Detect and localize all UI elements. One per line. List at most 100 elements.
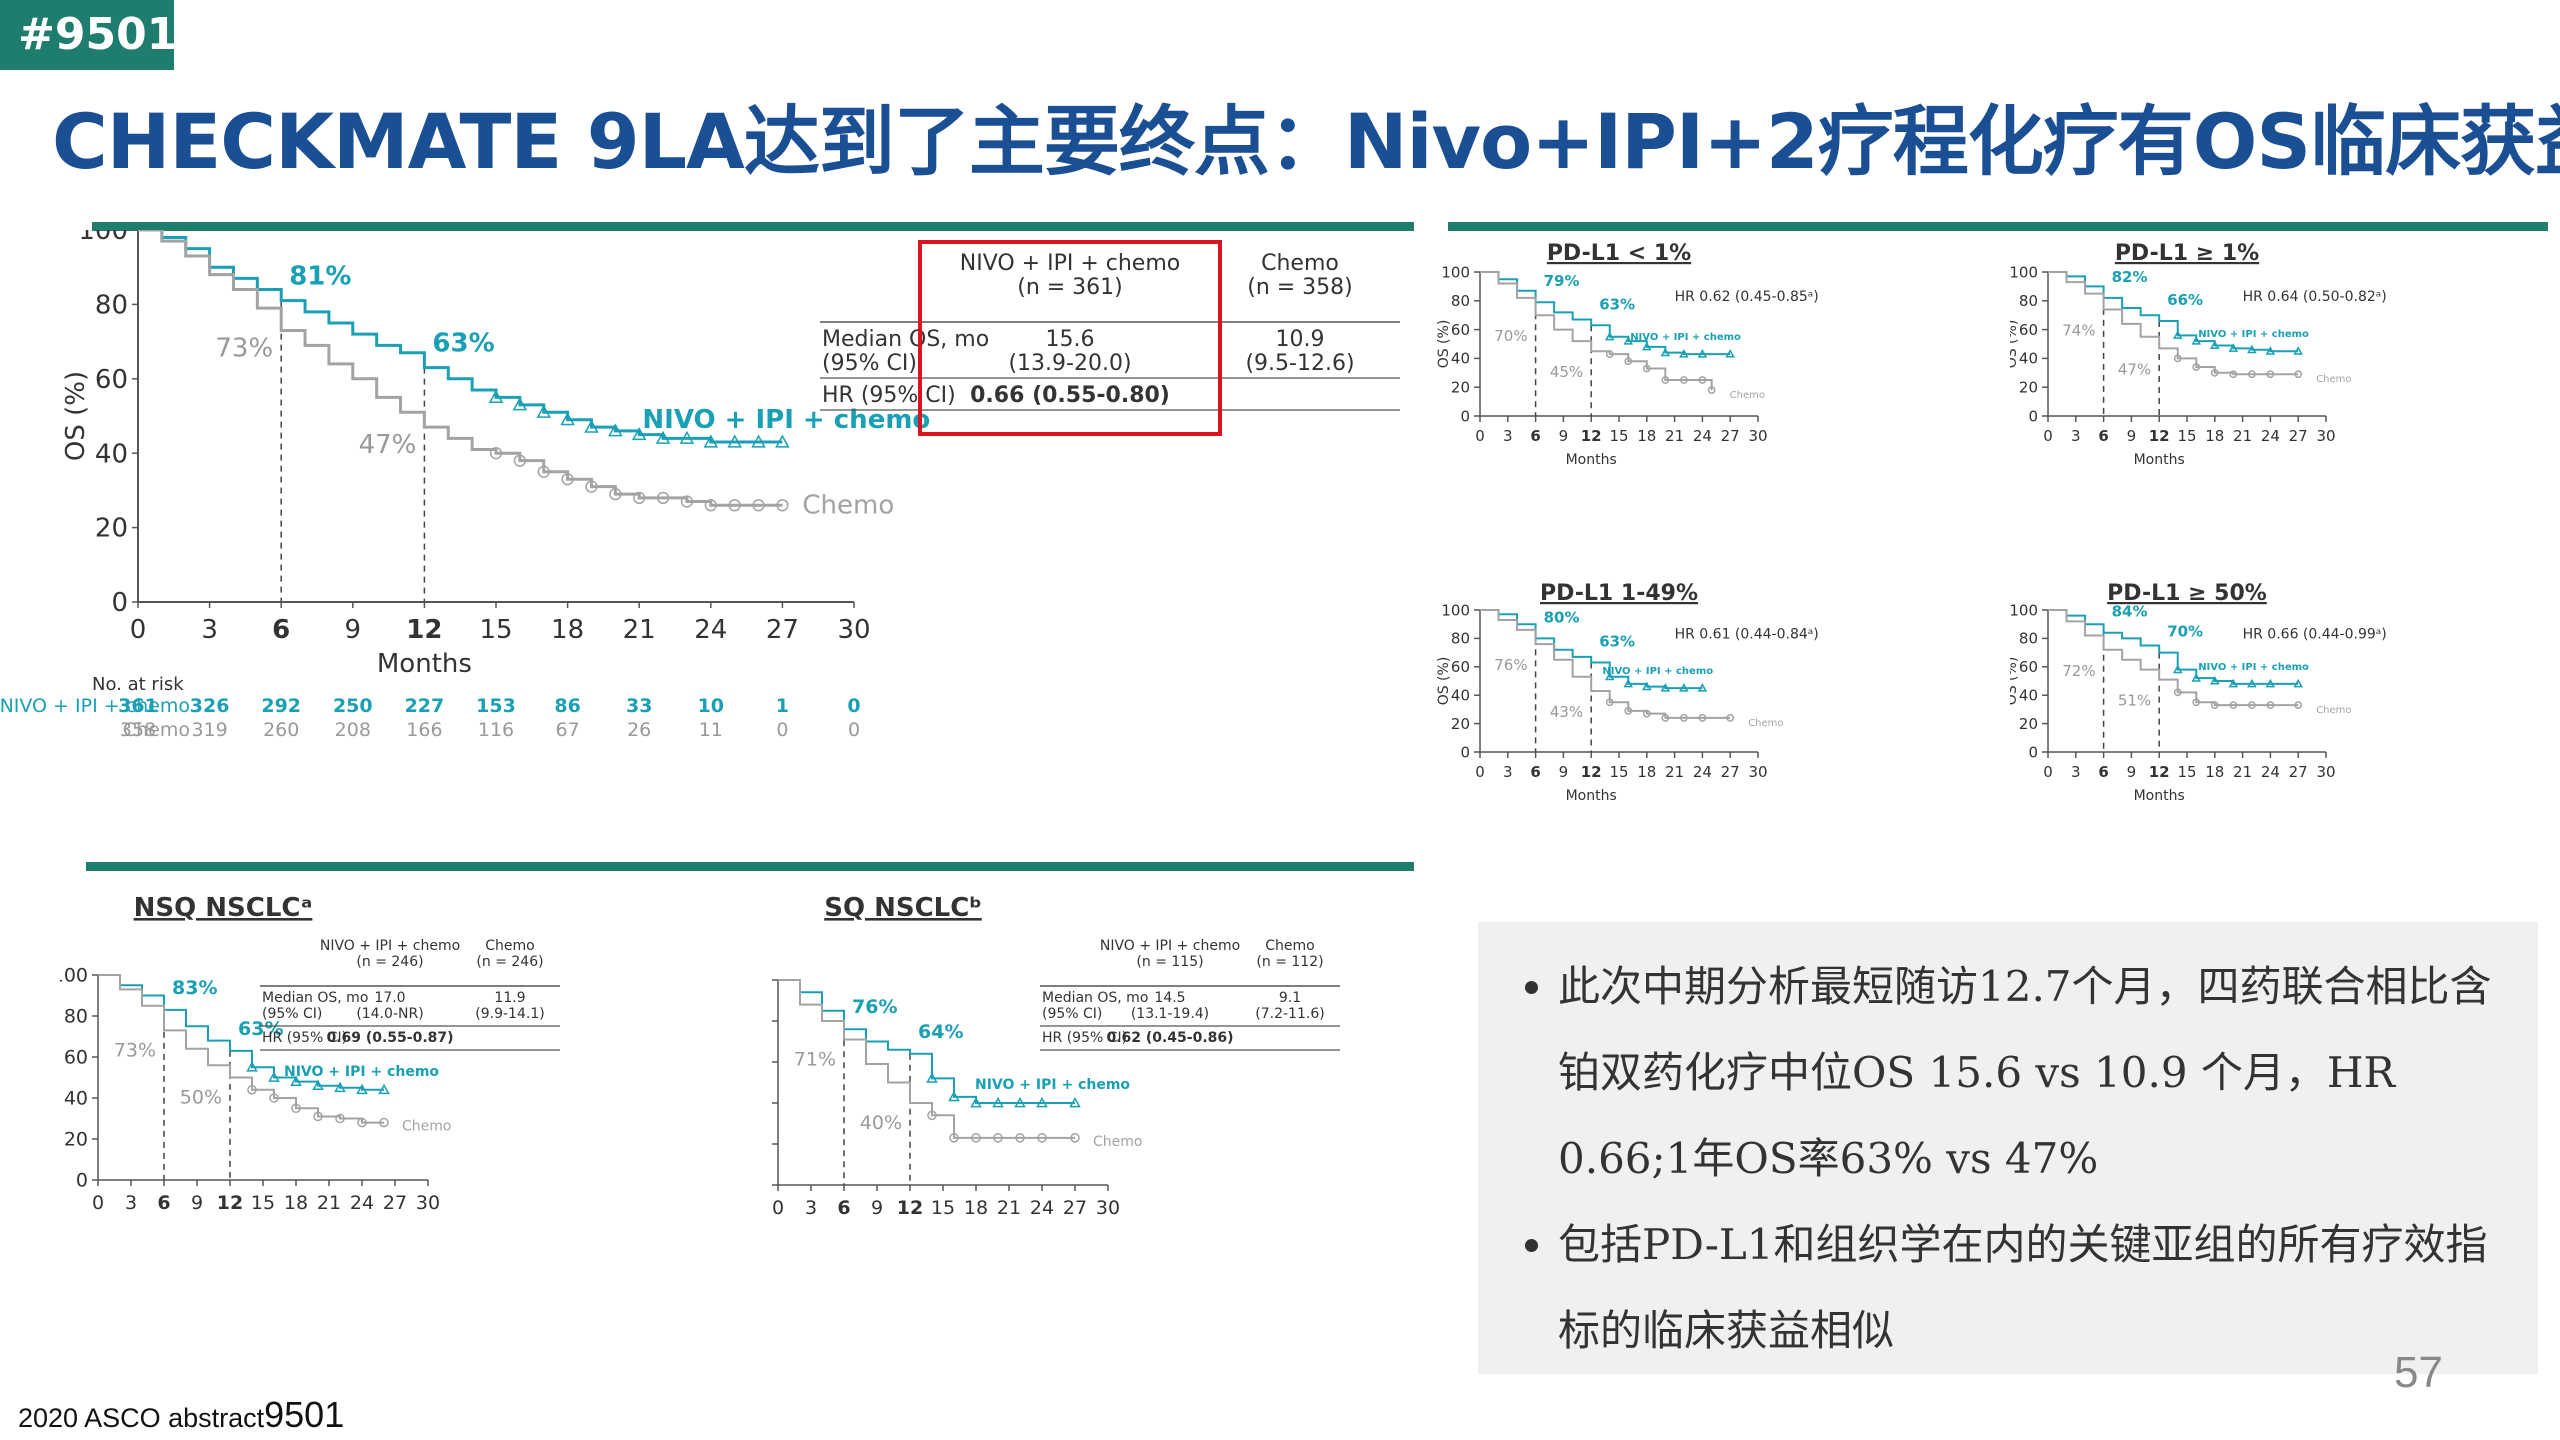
pdl1_ge50-censor-marker-chemo bbox=[2210, 701, 2219, 710]
nsq-x-tick-label: 9 bbox=[191, 1192, 203, 1214]
pdl1_ge50-censor-marker-nivo bbox=[2191, 673, 2202, 682]
sq-table-row-v2: 9.1 bbox=[1279, 990, 1301, 1006]
nsq-x-tick-label: 12 bbox=[217, 1192, 243, 1214]
pdl1_1_49-x-tick-label: 9 bbox=[1559, 763, 1569, 781]
pdl1_lt1-censor-marker-chemo bbox=[1707, 386, 1716, 394]
sq-censor-marker-chemo bbox=[1015, 1133, 1025, 1143]
pdl1_ge50-censor-marker-chemo bbox=[2266, 701, 2275, 710]
pdl1_ge1-landmark-chemo-12: 47% bbox=[2118, 360, 2151, 378]
pdl1_ge1-series-label-nivo: NIVO + IPI + chemo bbox=[2198, 329, 2309, 340]
main-censor-marker-nivo bbox=[512, 397, 528, 411]
pdl1_ge1-x-tick-label: 12 bbox=[2149, 427, 2170, 445]
divider-main bbox=[92, 222, 1414, 231]
pdl1_ge50-censor-marker-nivo bbox=[2265, 678, 2276, 688]
main-y-tick-label: 0 bbox=[111, 588, 128, 618]
pdl1_ge50-x-tick-label: 27 bbox=[2289, 763, 2308, 781]
main-censor-marker-chemo bbox=[728, 499, 741, 512]
slide-title: CHECKMATE 9LA达到了主要终点：Nivo+IPI+2疗程化疗有OS临床… bbox=[52, 97, 2560, 186]
sq-table-row-label: HR (95% CI) bbox=[1042, 1030, 1127, 1046]
main-risk-value: 67 bbox=[556, 719, 580, 741]
sq-x-tick-label: 27 bbox=[1063, 1197, 1087, 1219]
pdl1_lt1-y-axis-label: OS (%) bbox=[1436, 320, 1452, 369]
main-censor-marker-chemo bbox=[704, 499, 717, 512]
pdl1_ge1-censor-marker-chemo bbox=[2247, 370, 2256, 379]
main-censor-marker-chemo bbox=[561, 473, 574, 486]
sq-landmark-chemo-6: 71% bbox=[794, 1048, 836, 1070]
main-risk-value: 26 bbox=[627, 719, 651, 741]
main-y-tick-label: 80 bbox=[95, 291, 128, 321]
pdl1_1_49-x-tick-label: 15 bbox=[1609, 763, 1628, 781]
pdl1_ge50-y-axis-label: OS (%) bbox=[2010, 657, 2020, 706]
sq-x-tick-label: 0 bbox=[772, 1197, 784, 1219]
main-risk-value: 153 bbox=[476, 695, 516, 717]
main-table-col2-n: (n = 358) bbox=[1247, 275, 1353, 300]
pdl1_ge50-landmark-chemo-12: 51% bbox=[2118, 692, 2151, 710]
pdl1_ge1-y-tick-label: 80 bbox=[2019, 292, 2038, 310]
nsq-table-row-label: HR (95% CI) bbox=[262, 1030, 347, 1046]
main-censor-marker-chemo bbox=[656, 491, 670, 504]
main-censor-marker-chemo bbox=[537, 465, 550, 478]
nsq-censor-marker-nivo bbox=[334, 1081, 346, 1093]
sq-table-col2-head: Chemo bbox=[1265, 938, 1314, 954]
pdl1_lt1-x-tick-label: 15 bbox=[1609, 427, 1628, 445]
nsq-table-row-v1: 17.0 bbox=[374, 990, 405, 1006]
sq-x-tick-label: 3 bbox=[805, 1197, 817, 1219]
source-number: 9501 bbox=[264, 1394, 345, 1435]
sq-x-tick-label: 9 bbox=[871, 1197, 883, 1219]
pdl1_ge50-landmark-nivo-6: 84% bbox=[2112, 603, 2148, 621]
main-censor-marker-chemo bbox=[680, 495, 694, 508]
pdl1_lt1-series-label-chemo: Chemo bbox=[1730, 390, 1765, 401]
pdl1_lt1-censor-marker-nivo bbox=[1604, 331, 1615, 341]
pdl1_ge1-x-tick-label: 9 bbox=[2127, 427, 2137, 445]
main-table-row-v1: (13.9-20.0) bbox=[1008, 351, 1131, 376]
main-censor-marker-chemo bbox=[752, 499, 765, 512]
sq-censor-marker-nivo bbox=[1036, 1096, 1048, 1108]
sq-table-col2-n: (n = 112) bbox=[1256, 954, 1323, 970]
pdl1_1_49-y-tick-label: 40 bbox=[1451, 686, 1470, 704]
pdl1_1_49-censor-marker-chemo bbox=[1661, 714, 1670, 722]
pdl1_ge50-chart-title: PD-L1 ≥ 50% bbox=[2107, 581, 2267, 606]
pdl1_ge1-landmark-chemo-6: 74% bbox=[2062, 321, 2095, 339]
main-censor-marker-nivo bbox=[631, 427, 647, 441]
nsq-censor-marker-nivo bbox=[246, 1061, 258, 1072]
sq-series-label-nivo: NIVO + IPI + chemo bbox=[975, 1077, 1130, 1093]
main-x-tick-label: 18 bbox=[551, 615, 584, 645]
pdl1_ge1-x-tick-label: 15 bbox=[2177, 427, 2196, 445]
pdl1_1_49-y-tick-label: 0 bbox=[1460, 743, 1470, 761]
nsq-censor-marker-nivo bbox=[312, 1079, 324, 1091]
pdl1_lt1-y-tick-label: 80 bbox=[1451, 292, 1470, 310]
pdl1_1_49-x-tick-label: 3 bbox=[1503, 763, 1513, 781]
main-censor-marker-nivo bbox=[751, 434, 766, 448]
main-censor-marker-chemo bbox=[489, 447, 503, 460]
source-text: 2020 ASCO abstract bbox=[18, 1403, 265, 1433]
main-series-chemo-line bbox=[138, 230, 783, 507]
main-risk-value: 86 bbox=[554, 695, 580, 717]
pdl1_ge50-y-tick-label: 100 bbox=[2010, 601, 2038, 619]
pdl1_lt1-censor-marker-nivo bbox=[1697, 349, 1708, 358]
main-series-label-chemo: Chemo bbox=[802, 490, 894, 520]
pdl1_ge1-landmark-nivo-12: 66% bbox=[2167, 291, 2203, 309]
main-risk-value: 0 bbox=[776, 719, 788, 741]
pdl1_lt1-censor-marker-chemo bbox=[1661, 376, 1670, 384]
pdl1_ge1-y-axis-label: OS (%) bbox=[2010, 320, 2020, 369]
main-risk-value: 33 bbox=[626, 695, 652, 717]
sq-x-tick-label: 12 bbox=[897, 1197, 923, 1219]
pdl1_ge50-y-tick-label: 40 bbox=[2019, 686, 2038, 704]
sq-series-label-chemo: Chemo bbox=[1093, 1134, 1142, 1150]
main-landmark-chemo-6: 73% bbox=[215, 333, 273, 363]
main-table-row-label: Median OS, mo bbox=[822, 327, 989, 352]
pdl1_ge50-censor-marker-chemo bbox=[2294, 701, 2303, 710]
pdl1_1_49-censor-marker-nivo bbox=[1604, 671, 1615, 681]
sq-table-row-v1: (13.1-19.4) bbox=[1131, 1006, 1209, 1022]
pdl1_ge1-landmark-nivo-6: 82% bbox=[2112, 268, 2148, 286]
pdl1_ge1-x-tick-label: 0 bbox=[2043, 427, 2053, 445]
pdl1_ge1-censor-marker-chemo bbox=[2266, 370, 2275, 379]
abstract-tag: #9501 bbox=[0, 0, 177, 70]
pdl1_ge50-x-tick-label: 18 bbox=[2205, 763, 2224, 781]
pdl1_lt1-y-tick-label: 0 bbox=[1460, 407, 1470, 425]
sq-table-col1-n: (n = 115) bbox=[1136, 954, 1203, 970]
sq-landmark-nivo-6: 76% bbox=[852, 996, 897, 1018]
pdl1_ge50-censor-marker-nivo bbox=[2247, 678, 2257, 688]
main-y-tick-label: 20 bbox=[95, 514, 128, 544]
